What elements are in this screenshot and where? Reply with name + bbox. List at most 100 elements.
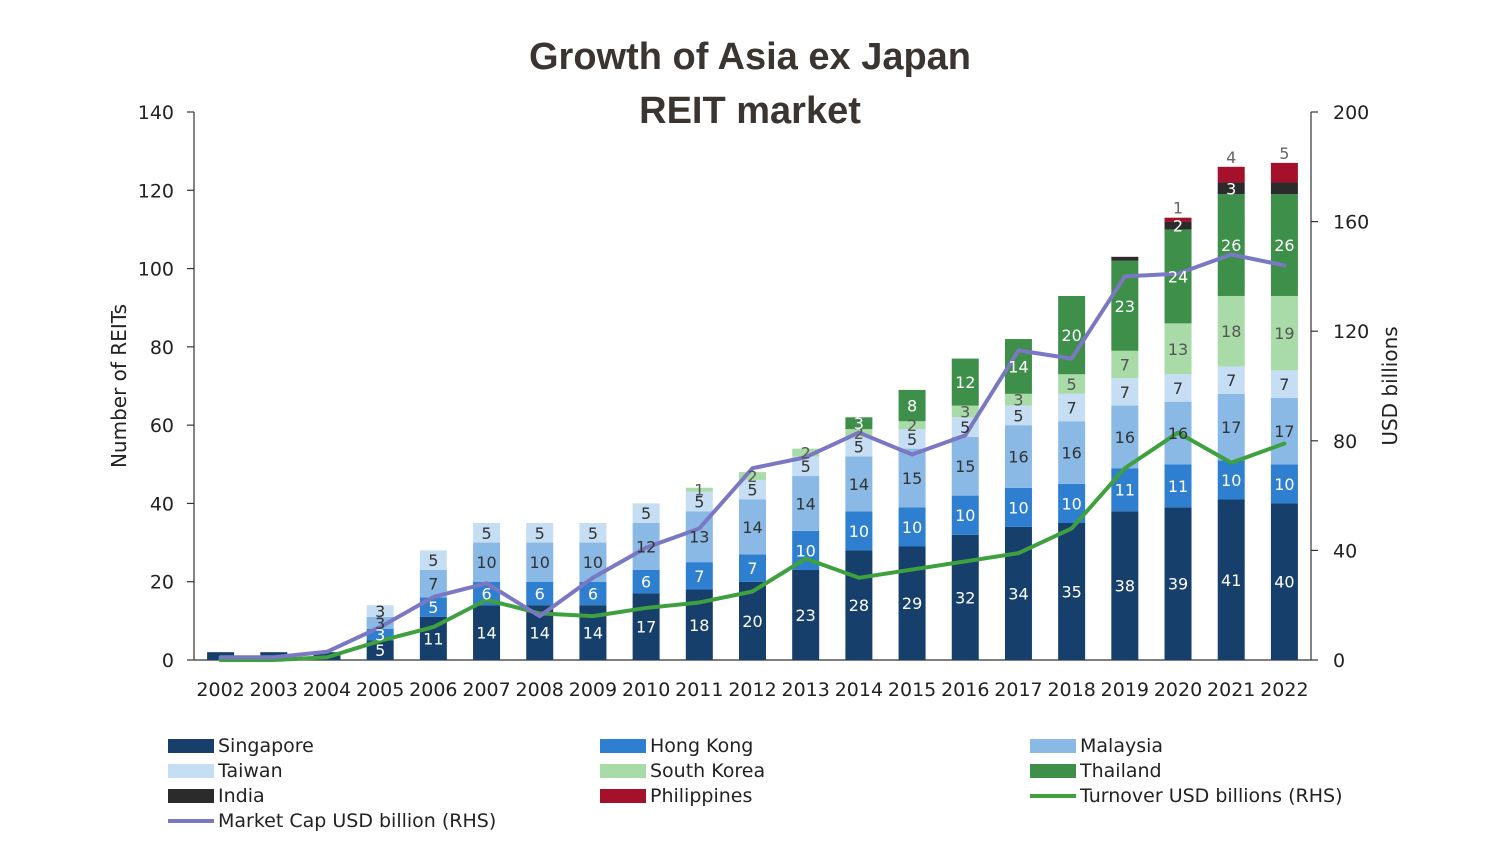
bar-segment-thailand: [1058, 295, 1086, 375]
legend-label: Hong Kong: [650, 734, 754, 757]
data-label: 3: [375, 626, 385, 645]
data-label: 6: [588, 584, 598, 603]
legend-swatch: [600, 788, 646, 803]
data-label: 7: [1067, 399, 1077, 418]
x-tick-label: 2004: [303, 679, 351, 701]
data-label: 2: [854, 424, 864, 443]
left-tick-label: 120: [138, 180, 174, 202]
data-label: 2: [907, 416, 917, 435]
data-label: 7: [1173, 379, 1183, 398]
bar-segment-hong-kong: [1164, 464, 1192, 508]
bar-segment-malaysia: [739, 499, 766, 555]
right-tick-label: 0: [1333, 650, 1345, 672]
bar-segment-singapore: [898, 546, 926, 660]
data-label: 16: [1061, 444, 1081, 463]
right-tick-label: 80: [1333, 431, 1357, 453]
data-label: 10: [955, 506, 975, 525]
bar-segment-taiwan: [1004, 405, 1032, 426]
data-label: 41: [1221, 571, 1241, 590]
legend-swatch: [600, 763, 646, 778]
data-label: 14: [476, 624, 496, 643]
bar-segment-taiwan: [1111, 378, 1139, 406]
x-tick-label: 2009: [569, 679, 617, 701]
x-tick-label: 2017: [994, 679, 1042, 701]
data-label: 34: [1008, 584, 1028, 603]
bar-segment-india: [1217, 182, 1245, 195]
bar-segment-malaysia: [1004, 425, 1032, 488]
bar-segment-philippines: [1164, 217, 1192, 222]
data-label: 7: [1279, 375, 1289, 394]
data-label: 7: [694, 567, 704, 586]
legend-item: Turnover USD billions (RHS): [1030, 783, 1342, 808]
data-label: 3: [854, 414, 864, 433]
legend-swatch: [168, 763, 214, 778]
x-tick-label: 2013: [782, 679, 830, 701]
left-tick-label: 60: [150, 415, 174, 437]
legend-label: Thailand: [1080, 759, 1162, 782]
bar-segment-south-korea: [792, 448, 820, 457]
data-label: 14: [796, 494, 816, 513]
data-label: 6: [641, 573, 651, 592]
data-label: 32: [955, 588, 975, 607]
bar-segment-taiwan: [685, 491, 713, 512]
data-label: 3: [1013, 391, 1023, 410]
chart-title-line-1: Growth of Asia ex Japan: [528, 36, 972, 78]
data-label: 26: [1274, 236, 1294, 255]
data-label: 40: [1274, 573, 1294, 592]
legend-item: Singapore: [168, 733, 314, 758]
bar-segment-taiwan: [579, 523, 607, 543]
data-label: 3: [960, 402, 970, 421]
data-label: 5: [428, 551, 438, 570]
data-label: 5: [375, 641, 385, 660]
data-label: 23: [1115, 297, 1135, 316]
data-label: 10: [902, 518, 922, 537]
data-label: 13: [1168, 340, 1188, 359]
bar-segment-hong-kong: [1270, 464, 1298, 504]
data-label: 5: [747, 481, 757, 500]
legend-swatch: [1030, 793, 1076, 798]
bar-segment-south-korea: [1270, 295, 1298, 371]
data-label: 24: [1168, 267, 1188, 286]
data-label: 18: [1221, 322, 1241, 341]
data-label: 10: [476, 553, 496, 572]
bar-segment-hong-kong: [1111, 468, 1139, 512]
data-label: 1: [694, 481, 704, 500]
data-label: 10: [1061, 494, 1081, 513]
bar-segment-taiwan: [473, 523, 501, 543]
bar-segment-thailand: [1270, 194, 1298, 296]
data-label: 5: [428, 598, 438, 617]
data-label: 1: [1173, 199, 1183, 218]
bar-segment-philippines: [1270, 162, 1298, 183]
right-tick-label: 200: [1333, 102, 1369, 124]
y-axis-title: Number of REITs: [107, 304, 131, 468]
bar-segment-malaysia: [898, 448, 926, 508]
bar-segment-hong-kong: [526, 581, 554, 606]
chart-title: Growth of Asia ex Japan REIT market: [0, 30, 1500, 138]
data-label: 5: [694, 492, 704, 511]
bar-segment-singapore: [1270, 503, 1298, 660]
data-label: 10: [1221, 471, 1241, 490]
bar-segment-singapore: [845, 550, 873, 660]
bar-segment-taiwan: [739, 479, 766, 500]
data-label: 5: [1013, 406, 1023, 425]
right-tick-label: 160: [1333, 212, 1369, 234]
bar-segment-malaysia: [366, 616, 394, 629]
bar-segment-singapore: [792, 569, 820, 660]
bar-segment-hong-kong: [951, 495, 979, 535]
bar-segment-hong-kong: [685, 562, 713, 590]
legend-swatch: [168, 738, 214, 753]
bar-segment-taiwan: [792, 456, 820, 477]
legend-label: South Korea: [650, 759, 766, 782]
data-label: 29: [902, 594, 922, 613]
x-tick-label: 2003: [250, 679, 298, 701]
chart-title-line-2: REIT market: [639, 90, 861, 132]
legend-swatch: [168, 788, 214, 803]
legend-label: Malaysia: [1080, 734, 1164, 757]
data-label: 5: [588, 524, 598, 543]
data-label: 7: [1226, 371, 1236, 390]
data-label: 14: [742, 518, 762, 537]
x-tick-label: 2015: [888, 679, 936, 701]
legend-item: India: [168, 783, 265, 808]
right-tick-label: 120: [1333, 321, 1369, 343]
